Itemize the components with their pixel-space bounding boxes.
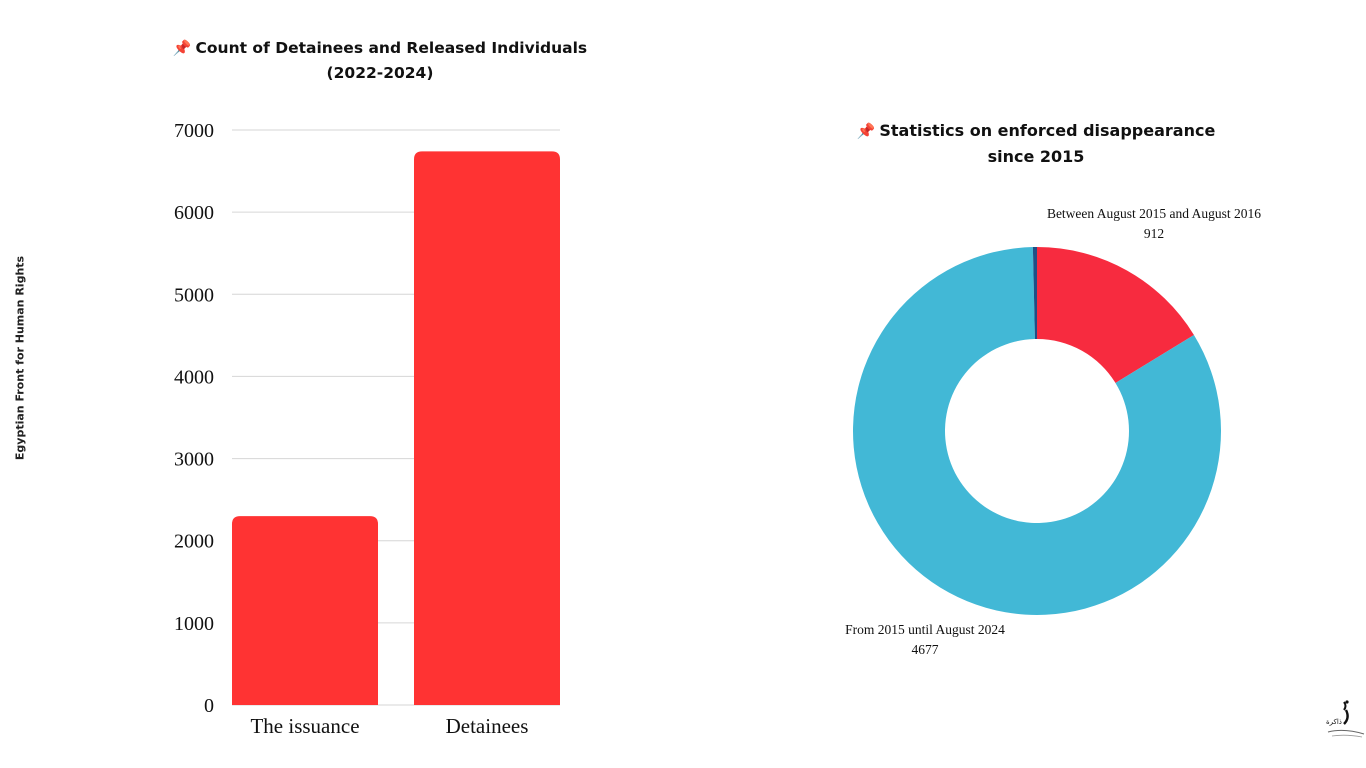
slice-label: Between August 2015 and August 2016 xyxy=(1047,206,1261,221)
pin-icon: 📌 xyxy=(172,39,192,57)
y-tick-label: 1000 xyxy=(174,613,214,635)
bar-chart-subtitle: (2022-2024) xyxy=(326,64,434,82)
donut-chart-title: 📌 Statistics on enforced disappearance si… xyxy=(836,118,1236,169)
y-tick-label: 2000 xyxy=(174,531,214,553)
x-category-label: Detainees xyxy=(446,714,529,738)
donut-slice xyxy=(852,247,1221,616)
bar xyxy=(232,516,378,705)
donut-slice xyxy=(1037,247,1194,383)
x-category-label: The issuance xyxy=(250,714,359,738)
bar xyxy=(414,151,560,705)
bar-chart-title-text: Count of Detainees and Released Individu… xyxy=(195,39,588,57)
y-tick-label: 6000 xyxy=(174,202,214,224)
donut-slice xyxy=(1032,247,1037,340)
slice-label: From 2015 until August 2024 xyxy=(845,622,1005,637)
slice-value-label: 4677 xyxy=(912,642,939,657)
y-tick-label: 4000 xyxy=(174,366,214,388)
donut-chart-title-text: Statistics on enforced disappearance xyxy=(879,121,1216,140)
y-tick-label: 5000 xyxy=(174,284,214,306)
y-tick-label: 0 xyxy=(204,695,214,717)
bar-chart-title: 📌 Count of Detainees and Released Individ… xyxy=(160,36,600,86)
logo-icon: ذاكرة xyxy=(1326,700,1365,738)
slice-value-label: 912 xyxy=(1144,226,1164,241)
logo-text: ذاكرة xyxy=(1326,718,1342,726)
pin-icon: 📌 xyxy=(856,122,876,140)
bar-chart: 0 1000 2000 3000 4000 5000 6000 7000 The issuanc… xyxy=(174,120,560,738)
donut-chart-subtitle: since 2015 xyxy=(987,147,1085,166)
y-tick-label: 7000 xyxy=(174,120,214,142)
y-tick-label: 3000 xyxy=(174,449,214,471)
